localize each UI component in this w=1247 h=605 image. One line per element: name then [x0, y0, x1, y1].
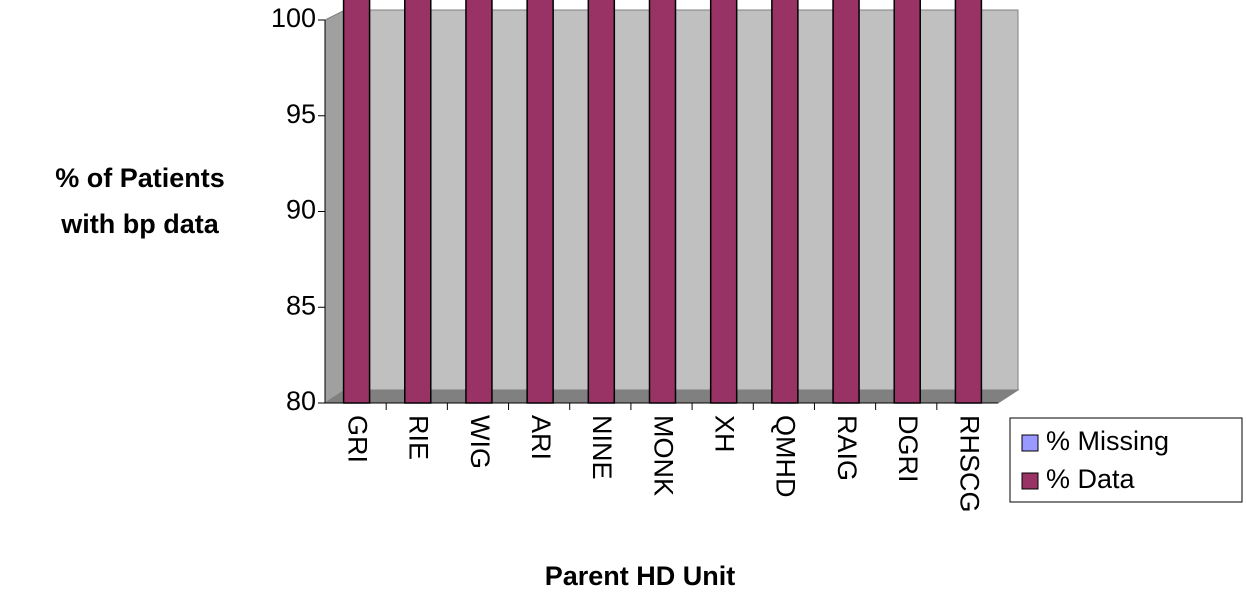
- x-tick-label: ARI: [526, 415, 556, 460]
- bar-segment: [893, 0, 921, 404]
- y-axis-title: % of Patients with bp data: [55, 163, 225, 239]
- bar-segment: [404, 0, 432, 404]
- y-axis-title-line: with bp data: [60, 209, 219, 239]
- x-tick-label: RIE: [404, 415, 434, 460]
- legend-swatch: [1021, 434, 1039, 452]
- bar-segment: [465, 0, 493, 404]
- y-tick-label: 90: [286, 195, 316, 225]
- bar-segment: [526, 0, 554, 404]
- y-axis-title-line: % of Patients: [55, 163, 225, 193]
- legend-box: [1009, 417, 1243, 503]
- x-tick-label: RHSCG: [954, 415, 984, 513]
- bar-segment: [342, 0, 371, 404]
- legend-label: % Missing: [1046, 426, 1169, 456]
- y-tick-label: 80: [286, 386, 316, 416]
- y-tick-label: 95: [286, 99, 316, 129]
- x-tick-label: NINE: [587, 415, 617, 480]
- bar-segment: [587, 0, 616, 404]
- bar-segment: [771, 0, 799, 404]
- bar-segment: [709, 0, 738, 404]
- x-tick-label: MONK: [648, 415, 678, 496]
- legend-swatch: [1021, 472, 1039, 490]
- x-tick-label: WIG: [465, 415, 495, 469]
- x-tick-label: QMHD: [771, 415, 801, 498]
- side-wall: [324, 9, 346, 404]
- x-axis-title: Parent HD Unit: [545, 561, 736, 591]
- legend-label: % Data: [1046, 464, 1136, 494]
- bar-segment: [648, 0, 677, 404]
- bar-segment: [954, 0, 983, 404]
- x-tick-label: XH: [710, 415, 740, 453]
- x-tick-label: RAIG: [832, 415, 862, 481]
- y-tick-label: 100: [271, 3, 316, 33]
- x-tick-label: GRI: [342, 415, 372, 463]
- bar-segment: [832, 0, 860, 404]
- x-tick-label: DGRI: [893, 415, 923, 483]
- y-tick-label: 85: [286, 290, 316, 320]
